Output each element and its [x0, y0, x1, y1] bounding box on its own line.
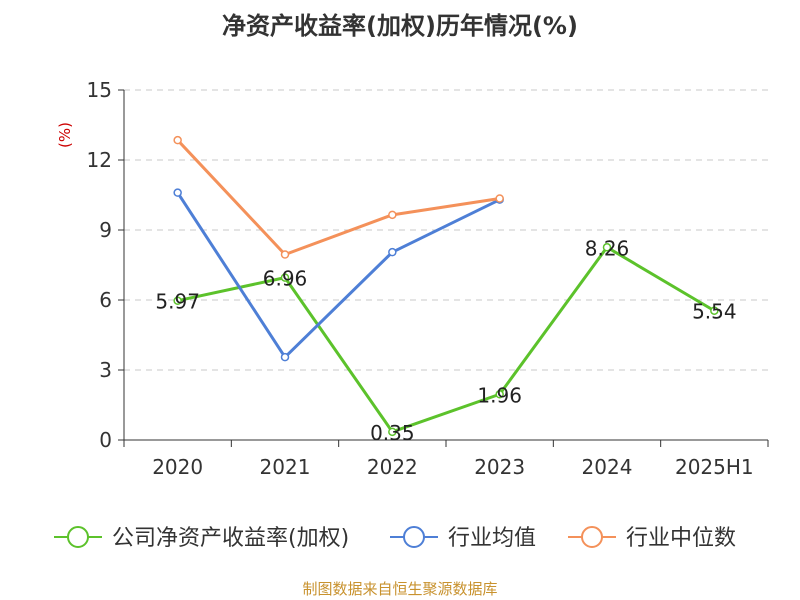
x-tick-label: 2025H1: [675, 455, 754, 479]
data-point: [388, 427, 397, 437]
series-line-0: [177, 245, 716, 434]
data-point: [495, 194, 504, 203]
legend-label: 行业均值: [448, 526, 536, 551]
legend-item-0[interactable]: 公司净资产收益率(加权): [54, 526, 349, 551]
x-tick-label: 2020: [152, 455, 203, 479]
data-label: 8.26: [585, 236, 630, 260]
data-source-note: 制图数据来自恒生聚源数据库: [302, 580, 498, 598]
axes: 0 3 6 9 12 15 2020 2021 2022 2023 2024 2025H1: [87, 78, 769, 479]
y-tick-label: 6: [99, 288, 112, 312]
y-tick-label: 9: [99, 218, 112, 242]
data-point: [710, 306, 719, 315]
y-tick-label: 3: [99, 358, 112, 382]
grid-lines: [124, 89, 768, 371]
data-point: [388, 247, 397, 257]
data-labels: 5.97 6.96 0.35 1.96 8.26 5.54: [155, 236, 736, 445]
series-lines: [173, 135, 719, 437]
y-tick-label: 15: [87, 78, 112, 102]
y-tick-label: 0: [99, 428, 112, 452]
legend: 公司净资产收益率(加权) 行业均值 行业中位数: [54, 526, 736, 551]
chart-title: 净资产收益率(加权)历年情况(%): [222, 12, 578, 40]
data-point: [173, 296, 182, 305]
legend-marker: [581, 526, 603, 548]
series-line-1: [176, 191, 501, 359]
x-tick-label: 2021: [260, 455, 311, 479]
data-label: 5.54: [692, 300, 737, 324]
legend-marker: [67, 526, 89, 548]
x-tick-label: 2022: [367, 455, 418, 479]
data-point: [173, 188, 182, 197]
x-tick-label: 2024: [582, 455, 633, 479]
y-tick-label: 12: [87, 148, 112, 172]
data-label: 6.96: [263, 267, 308, 291]
data-point: [280, 250, 290, 259]
data-label: 1.96: [477, 383, 522, 407]
series-line-2: [176, 139, 500, 256]
legend-label: 行业中位数: [626, 526, 736, 551]
data-point: [280, 273, 290, 282]
data-point: [173, 135, 182, 145]
data-point: [602, 243, 612, 252]
data-label: 0.35: [370, 421, 415, 445]
x-tick-label: 2023: [474, 455, 525, 479]
legend-item-1[interactable]: 行业均值: [390, 526, 536, 551]
data-point: [388, 210, 397, 220]
data-label: 5.97: [155, 290, 200, 314]
legend-item-2[interactable]: 行业中位数: [568, 526, 736, 551]
legend-marker: [403, 526, 425, 548]
data-point: [280, 352, 290, 362]
data-point: [495, 390, 504, 399]
legend-label: 公司净资产收益率(加权): [112, 526, 349, 551]
